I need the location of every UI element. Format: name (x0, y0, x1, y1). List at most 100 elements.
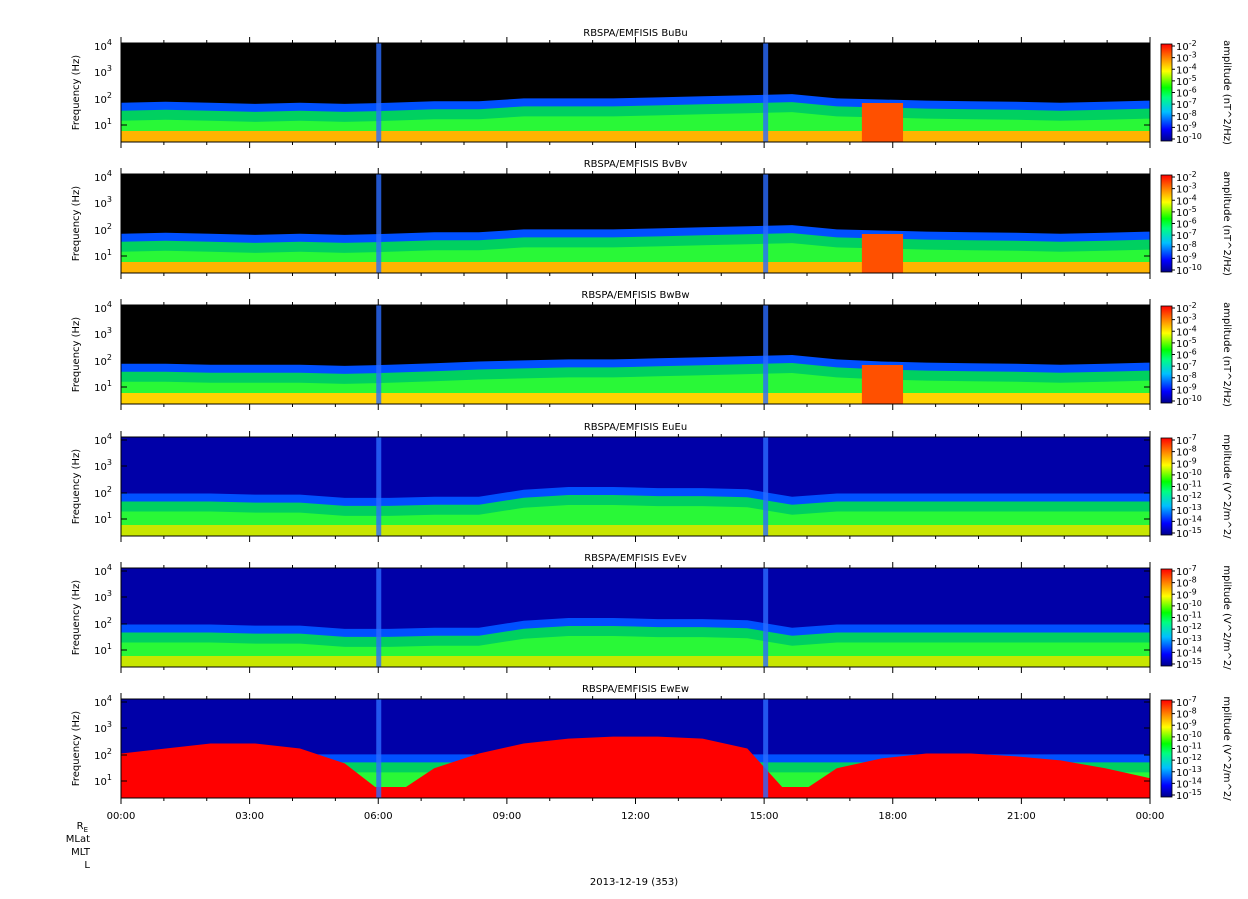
spike-marker (376, 568, 382, 667)
ephem-label-re: RE (77, 821, 88, 834)
colorbar-tick-label: 10-9 (1176, 251, 1197, 265)
y-tick-label: 104 (94, 38, 112, 53)
colorbar-tick-label: 10-9 (1176, 587, 1197, 601)
x-tick-label: 09:00 (492, 811, 521, 822)
y-tick-label: 104 (94, 300, 112, 315)
colorbar-label: mplitude (V^2/m^2/ (1221, 696, 1232, 801)
colorbar-tick-label: 10-7 (1176, 564, 1197, 578)
y-tick-label: 102 (94, 222, 112, 237)
y-tick-label: 103 (94, 458, 112, 473)
colorbar-tick-label: 10-4 (1176, 62, 1197, 76)
spectrogram-panel: RBSPA/EMFISIS EuEu Frequency (Hz) 101 102 10… (71, 422, 1232, 542)
spike-marker (763, 699, 769, 798)
y-tick-label: 104 (94, 169, 112, 184)
y-tick-label: 101 (94, 773, 112, 788)
low-frequency-band (121, 787, 1150, 798)
y-tick-label: 101 (94, 511, 112, 526)
colorbar-tick-label: 10-7 (1176, 695, 1197, 709)
y-axis-label: Frequency (Hz) (71, 317, 82, 393)
spike-marker (763, 437, 769, 536)
panel-title: RBSPA/EMFISIS EuEu (584, 422, 687, 433)
ephem-label-mlt: MLT (71, 847, 91, 858)
colorbar-tick-label: 10-15 (1176, 526, 1202, 540)
spike-marker (376, 699, 382, 798)
spectrogram-panel: RBSPA/EMFISIS EvEv Frequency (Hz) 101 102 10… (71, 553, 1232, 673)
colorbar-tick-label: 10-5 (1176, 205, 1197, 219)
colorbar-label: mplitude (V^2/m^2/ (1221, 565, 1232, 670)
x-tick-label: 15:00 (750, 811, 779, 822)
red-burst (861, 103, 904, 142)
colorbar-label: amplitude (nT^2/Hz) (1221, 171, 1232, 276)
panel-title: RBSPA/EMFISIS EwEw (582, 684, 689, 695)
colorbar-label: amplitude (nT^2/Hz) (1221, 302, 1232, 407)
colorbar (1160, 305, 1173, 404)
x-tick-label: 06:00 (364, 811, 393, 822)
colorbar-tick-label: 10-8 (1176, 109, 1197, 123)
y-tick-label: 101 (94, 248, 112, 263)
red-burst (861, 234, 904, 273)
colorbar-tick-label: 10-9 (1176, 382, 1197, 396)
y-tick-label: 103 (94, 195, 112, 210)
colorbar-tick-label: 10-8 (1176, 576, 1197, 590)
colorbar-tick-label: 10-5 (1176, 336, 1197, 350)
colorbar-tick-label: 10-8 (1176, 240, 1197, 254)
low-frequency-band (121, 131, 1150, 142)
colorbar-tick-label: 10-10 (1176, 599, 1202, 613)
colorbar-tick-label: 10-11 (1176, 611, 1202, 625)
panel-title: RBSPA/EMFISIS BwBw (581, 290, 689, 301)
colorbar (1160, 43, 1173, 142)
colorbar-label: amplitude (nT^2/Hz) (1221, 40, 1232, 145)
colorbar (1160, 437, 1173, 536)
colorbar-tick-label: 10-6 (1176, 86, 1197, 100)
x-tick-label: 12:00 (621, 811, 650, 822)
colorbar-tick-label: 10-8 (1176, 707, 1197, 721)
colorbar-tick-label: 10-3 (1176, 51, 1197, 65)
y-tick-label: 103 (94, 64, 112, 79)
colorbar-tick-label: 10-11 (1176, 742, 1202, 756)
y-tick-label: 104 (94, 432, 112, 447)
colorbar-tick-label: 10-13 (1176, 765, 1202, 779)
x-tick-label: 21:00 (1007, 811, 1036, 822)
spike-marker (763, 43, 769, 142)
colorbar-tick-label: 10-14 (1176, 645, 1202, 659)
spike-marker (376, 43, 382, 142)
spike-marker (763, 174, 769, 273)
colorbar-tick-label: 10-10 (1176, 132, 1202, 146)
colorbar-tick-label: 10-15 (1176, 788, 1202, 802)
y-axis-label: Frequency (Hz) (71, 711, 82, 787)
colorbar-tick-label: 10-6 (1176, 217, 1197, 231)
colorbar-tick-label: 10-12 (1176, 622, 1202, 636)
y-tick-label: 101 (94, 117, 112, 132)
y-tick-label: 102 (94, 91, 112, 106)
panel-title: RBSPA/EMFISIS BuBu (583, 28, 687, 39)
colorbar-tick-label: 10-10 (1176, 394, 1202, 408)
colorbar (1160, 568, 1173, 667)
colorbar-tick-label: 10-7 (1176, 359, 1197, 373)
colorbar (1160, 699, 1173, 798)
spectrogram-panel: RBSPA/EMFISIS BvBv Frequency (Hz) 101 102 10… (71, 159, 1232, 279)
colorbar-tick-label: 10-12 (1176, 753, 1202, 767)
x-tick-label: 18:00 (878, 811, 907, 822)
y-tick-label: 103 (94, 720, 112, 735)
colorbar-tick-label: 10-4 (1176, 324, 1197, 338)
colorbar-tick-label: 10-10 (1176, 730, 1202, 744)
colorbar-tick-label: 10-2 (1176, 301, 1197, 315)
spike-marker (376, 174, 382, 273)
colorbar-tick-label: 10-8 (1176, 371, 1197, 385)
colorbar-tick-label: 10-12 (1176, 491, 1202, 505)
y-tick-label: 101 (94, 642, 112, 657)
colorbar-tick-label: 10-6 (1176, 348, 1197, 362)
y-tick-label: 102 (94, 747, 112, 762)
colorbar-tick-label: 10-10 (1176, 468, 1202, 482)
y-tick-label: 104 (94, 563, 112, 578)
low-frequency-band (121, 393, 1150, 404)
colorbar-tick-label: 10-2 (1176, 39, 1197, 53)
colorbar-tick-label: 10-4 (1176, 193, 1197, 207)
ephem-label-l: L (84, 860, 90, 871)
colorbar-tick-label: 10-10 (1176, 263, 1202, 277)
y-tick-label: 102 (94, 485, 112, 500)
spike-marker (763, 305, 769, 404)
y-tick-label: 103 (94, 326, 112, 341)
colorbar-tick-label: 10-7 (1176, 433, 1197, 447)
